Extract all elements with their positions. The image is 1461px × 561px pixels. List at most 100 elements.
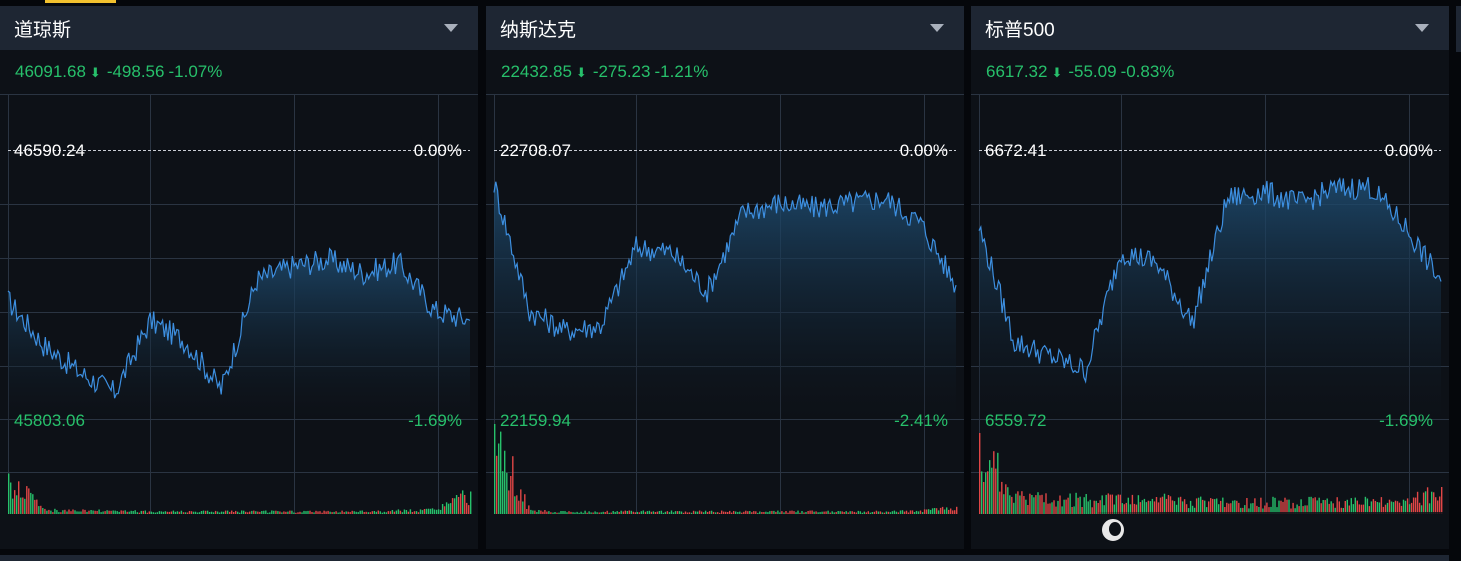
volume-bar (116, 511, 118, 514)
volume-bar (387, 511, 389, 514)
volume-bar (335, 511, 337, 514)
volume-bar (572, 512, 574, 514)
volume-bar (1246, 498, 1248, 514)
volume-bar (891, 511, 894, 514)
volume-bar (315, 510, 317, 514)
low-percent-label: -1.69% (1379, 411, 1433, 430)
volume-bar (437, 509, 440, 514)
volume-bar (811, 510, 813, 514)
volume-bar (500, 431, 502, 514)
volume-bar (247, 512, 249, 514)
volume-bar (1210, 498, 1212, 514)
index-panel-dow[interactable]: 道琼斯 46091.68 ⬇ -498.56 -1.07% 46590.24 0.00%… (0, 6, 478, 549)
volume-bar (630, 510, 632, 514)
volume-bar (391, 510, 394, 514)
volume-bar (399, 510, 402, 514)
volume-bar (1145, 502, 1148, 514)
volume-bar (861, 512, 863, 514)
volume-bar (1370, 501, 1373, 514)
volume-bar (819, 512, 821, 514)
volume-bar (239, 512, 241, 514)
volume-bar (218, 512, 221, 514)
index-panel-sp500[interactable]: 标普500 6617.32 ⬇ -55.09 -0.83% 6672.41 0.00% 6… (971, 6, 1449, 549)
volume-bar (1127, 497, 1129, 514)
volume-bar (588, 511, 590, 514)
volume-bar (303, 510, 305, 514)
volume-bar (538, 510, 540, 514)
volume-bar (1354, 497, 1356, 514)
volume-bar (229, 511, 231, 514)
volume-bar (449, 503, 452, 514)
next-panel-edge[interactable] (1456, 6, 1461, 52)
volume-bar (747, 511, 749, 514)
intraday-chart[interactable]: 46590.240.00%45803.06-1.69%09:3011:3013:… (0, 94, 478, 519)
volume-bar (112, 510, 114, 514)
volume-bar (1336, 497, 1338, 514)
volume-bar (921, 512, 924, 514)
volume-bar (1073, 506, 1075, 514)
volume-bar (130, 510, 132, 514)
volume-bar (835, 512, 837, 514)
volume-bar (1424, 491, 1427, 514)
volume-bar (1320, 503, 1322, 514)
volume-bar (813, 511, 815, 514)
volume-bar (761, 512, 763, 514)
volume-bar (1350, 498, 1352, 514)
volume-bar (38, 506, 40, 514)
volume-bar (235, 510, 237, 514)
volume-bar (152, 512, 154, 514)
panel-header[interactable]: 道琼斯 (0, 6, 478, 50)
volume-bar (841, 511, 843, 514)
volume-bar (696, 511, 699, 514)
volume-bar (307, 510, 309, 514)
chevron-down-icon[interactable] (930, 24, 944, 32)
volume-bar (1431, 491, 1433, 514)
volume-bar (524, 494, 526, 514)
intraday-chart[interactable]: 22708.070.00%22159.94-2.41%09:3011:3013:… (486, 94, 964, 519)
volume-bar (82, 509, 84, 514)
panel-header[interactable]: 标普500 (971, 6, 1449, 50)
volume-bar (889, 512, 892, 514)
volume-bar (1228, 503, 1230, 514)
percent-change: -1.21% (654, 62, 709, 81)
volume-bar (1181, 501, 1184, 514)
panel-header[interactable]: 纳斯达克 (486, 6, 964, 50)
chevron-down-icon[interactable] (1415, 24, 1429, 32)
volume-bar (1300, 499, 1302, 514)
volume-bar (684, 511, 687, 514)
volume-bar (245, 511, 247, 514)
volume-bar (1051, 502, 1053, 514)
volume-bar (114, 510, 116, 514)
volume-bar (381, 512, 383, 514)
volume-bar (698, 510, 701, 514)
volume-bar (787, 512, 789, 514)
volume-bar (188, 511, 191, 514)
volume-bar (457, 497, 460, 514)
volume-bar (1338, 501, 1340, 514)
volume-bar (32, 494, 34, 514)
volume-bar (1232, 500, 1234, 514)
volume-bar (741, 512, 743, 514)
volume-bar (1097, 503, 1099, 514)
volume-bar (1298, 506, 1300, 514)
volume-bar (1165, 498, 1168, 514)
volume-bar (873, 511, 875, 514)
chevron-down-icon[interactable] (444, 24, 458, 32)
volume-bar (823, 511, 825, 514)
volume-bar (435, 509, 438, 514)
volume-bar (14, 490, 16, 514)
volume-bar (1268, 507, 1270, 514)
volume-bar (1071, 507, 1073, 514)
volume-bar (1208, 501, 1210, 514)
volume-bar (178, 511, 181, 514)
volume-bar (985, 472, 987, 514)
volume-bar (704, 510, 707, 514)
volume-bar (594, 511, 596, 514)
volume-bar (357, 512, 359, 514)
intraday-chart[interactable]: 6672.410.00%6559.72-1.69%09:30 (971, 94, 1449, 519)
volume-bar (10, 482, 12, 514)
volume-bar (407, 511, 410, 514)
volume-bar (666, 511, 669, 514)
volume-bar (919, 510, 922, 514)
index-panel-nasdaq[interactable]: 纳斯达克 22432.85 ⬇ -275.23 -1.21% 22708.07 0.00… (486, 6, 964, 549)
